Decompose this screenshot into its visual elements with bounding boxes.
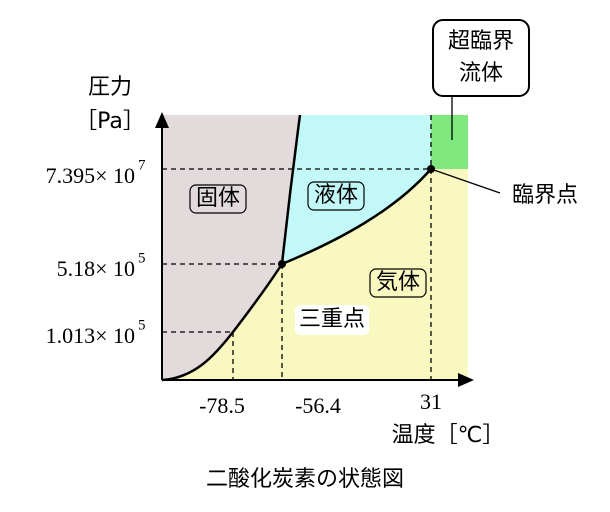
supercritical-label: 超臨界 bbox=[448, 29, 514, 54]
x-arrow bbox=[458, 373, 474, 387]
solid-region bbox=[162, 115, 300, 380]
y-tick-exp: 5 bbox=[138, 317, 146, 333]
x-label: 温度［℃］ bbox=[392, 423, 505, 448]
gas-label: 気体 bbox=[376, 270, 420, 295]
y-tick-exp: 5 bbox=[138, 250, 146, 266]
y-tick-label: 7.395× 10 bbox=[46, 163, 135, 188]
liquid-region bbox=[282, 115, 431, 264]
y-tick-exp: 7 bbox=[138, 157, 146, 173]
x-tick-label: -56.4 bbox=[295, 393, 341, 418]
x-tick-label: 31 bbox=[420, 389, 442, 414]
supercritical-region bbox=[431, 115, 468, 169]
triple-point bbox=[278, 260, 286, 268]
label-box bbox=[432, 19, 530, 97]
caption: 二酸化炭素の状態図 bbox=[206, 467, 404, 492]
y-label: 圧力 bbox=[88, 75, 132, 100]
label-box bbox=[295, 305, 369, 335]
label-box bbox=[307, 181, 365, 211]
guide-lines bbox=[162, 115, 432, 380]
y-unit: ［Pa］ bbox=[75, 109, 145, 134]
supercritical-label: 流体 bbox=[459, 61, 503, 86]
label-box bbox=[189, 184, 247, 214]
leader bbox=[430, 168, 501, 194]
y-tick-label: 1.013× 10 bbox=[46, 323, 135, 348]
label-box bbox=[369, 268, 427, 298]
y-arrow bbox=[155, 112, 169, 128]
y-tick-label: 5.18× 10 bbox=[57, 256, 135, 281]
liquid-label: 液体 bbox=[314, 183, 358, 208]
critical-label: 臨界点 bbox=[512, 183, 578, 208]
phase-curves bbox=[161, 114, 432, 382]
axes bbox=[161, 122, 462, 381]
triple-label: 三重点 bbox=[299, 307, 365, 332]
x-tick-label: -78.5 bbox=[199, 393, 245, 418]
solid-label: 固体 bbox=[196, 186, 240, 211]
